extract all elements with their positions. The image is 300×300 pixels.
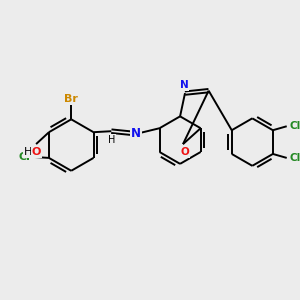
Text: O: O <box>32 147 41 157</box>
Text: Cl: Cl <box>18 152 30 162</box>
Text: Cl: Cl <box>289 153 300 163</box>
Text: Br: Br <box>64 94 78 103</box>
Text: N: N <box>131 127 141 140</box>
Text: Cl: Cl <box>289 121 300 131</box>
Text: H: H <box>24 147 32 157</box>
Text: N: N <box>180 80 188 90</box>
Text: O: O <box>181 147 189 157</box>
Text: H: H <box>108 135 115 145</box>
